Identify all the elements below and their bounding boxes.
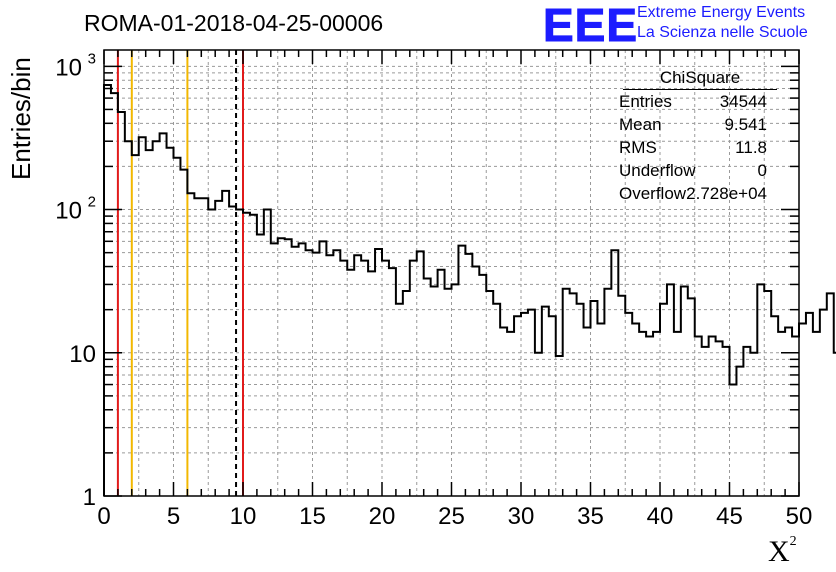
y-tick-label-sup: 3 (88, 50, 96, 67)
x-tick-label: 35 (577, 503, 604, 530)
y-tick-label: 10 (55, 198, 82, 225)
x-tick-label: 40 (647, 503, 674, 530)
x-axis-label-text: X (768, 535, 790, 568)
histogram-line (103, 84, 836, 496)
stats-row-entries: Entries 34544 (611, 90, 777, 113)
x-tick-labels: 0 5 10 15 20 25 30 35 40 45 50 (97, 503, 812, 530)
stats-row-underflow: Underflow 0 (611, 159, 777, 182)
logo-line-2: La Scienza nelle Scuole (637, 24, 808, 41)
stats-key: Mean (619, 115, 662, 134)
stats-row-rms: RMS 11.8 (611, 136, 777, 159)
y-tick-label: 10 (69, 341, 96, 368)
x-axis-label-sup: 2 (789, 534, 797, 549)
y-tick-label-sup: 2 (88, 194, 96, 211)
x-tick-label: 25 (438, 503, 465, 530)
x-tick-label: 30 (508, 503, 535, 530)
x-tick-label: 20 (369, 503, 396, 530)
stats-key: Overflow (619, 184, 687, 203)
reference-lines (116, 50, 244, 496)
stats-title: ChiSquare (623, 68, 777, 90)
stats-key: Entries (619, 92, 672, 111)
y-axis-label: Entries/bin (6, 57, 36, 180)
grid-lines (104, 50, 799, 496)
stats-value: 2.728e+04 (686, 184, 767, 203)
stats-key: RMS (619, 138, 657, 157)
stats-key: Underflow (619, 161, 696, 180)
stats-value: 34544 (719, 92, 767, 111)
x-tick-label: 10 (230, 503, 257, 530)
y-tick-label: 10 (55, 54, 82, 81)
x-tick-label: 15 (299, 503, 326, 530)
stats-box: ChiSquare Entries 34544 Mean 9.541 RMS 1… (611, 68, 777, 205)
x-tick-label: 0 (97, 503, 110, 530)
stats-value: 0 (757, 161, 767, 180)
stats-value: 9.541 (724, 115, 767, 134)
x-tick-label: 5 (167, 503, 180, 530)
x-tick-label: 45 (716, 503, 743, 530)
x-axis-label: X2 (768, 534, 797, 569)
logo-line-1: Extreme Energy Events (637, 4, 806, 21)
axis-ticks (103, 50, 800, 497)
stats-row-overflow: Overflow 2.728e+04 (611, 182, 777, 205)
y-tick-labels: 1 10 10 2 10 3 (55, 50, 96, 511)
stats-row-mean: Mean 9.541 (611, 113, 777, 136)
y-tick-label: 1 (83, 484, 96, 511)
stats-value: 11.8 (735, 138, 767, 157)
chart-title: ROMA-01-2018-04-25-00006 (84, 10, 384, 36)
x-tick-label: 50 (786, 503, 813, 530)
eee-logo: EEE (542, 0, 639, 51)
